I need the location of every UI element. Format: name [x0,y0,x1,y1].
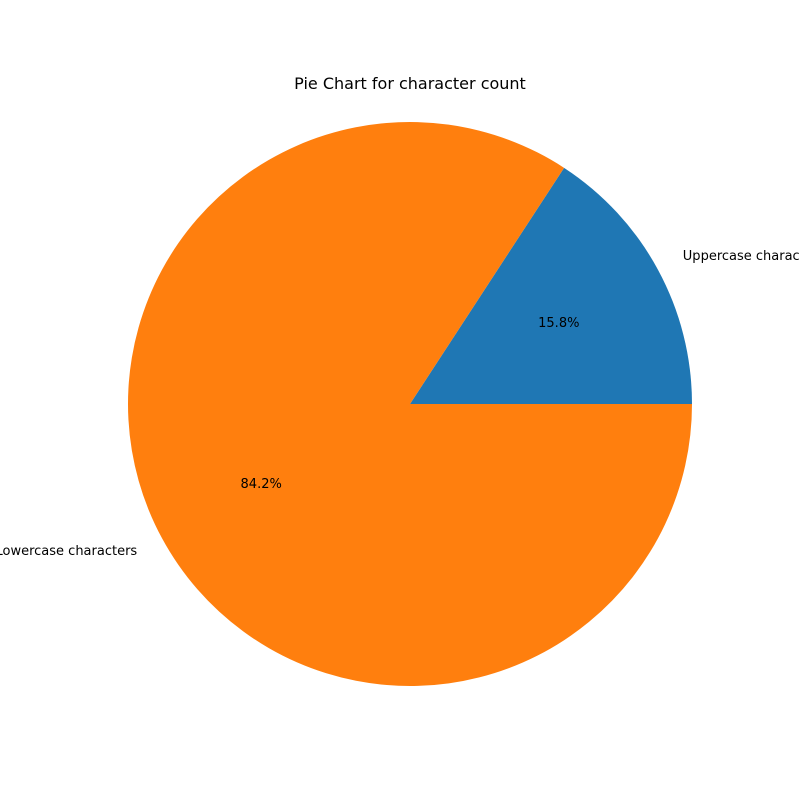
percent-label-lowercase-characters: 84.2% [241,477,282,492]
pie-slice-uppercase-characters [410,167,692,404]
slice-label-lowercase-characters: Lowercase characters [0,544,137,559]
pie-slice-lowercase-characters [128,122,692,687]
chart-title: Pie Chart for character count [294,74,526,93]
pie-labels: Uppercase characters 15.8% Lowercase chara… [0,249,800,559]
slice-label-uppercase-characters: Uppercase characters [683,249,800,264]
percent-label-uppercase-characters: 15.8% [538,316,579,331]
pie-slices [128,122,692,687]
